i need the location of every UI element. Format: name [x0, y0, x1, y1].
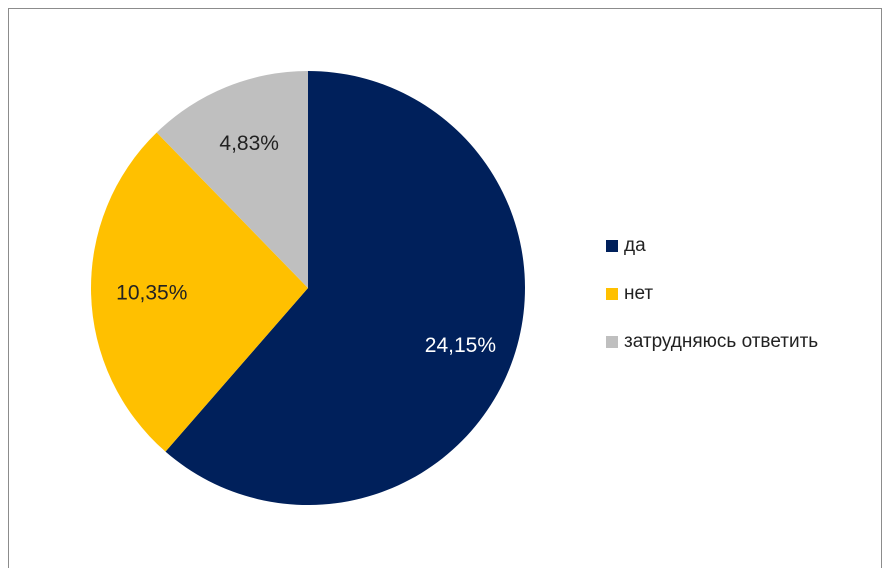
- legend-item-net: нет: [606, 281, 818, 307]
- legend-swatch-zatrudnyayus: [606, 336, 618, 348]
- slice-label-net: 10,35%: [116, 281, 187, 304]
- legend-item-zatrudnyayus: затрудняюсь ответить: [606, 329, 818, 355]
- pie-slice-zatrudnyayus: [156, 71, 308, 288]
- legend-label-net: нет: [624, 283, 654, 304]
- slice-label-da: 24,15%: [425, 334, 496, 357]
- pie-slice-da: [165, 71, 525, 506]
- legend-swatch-da: [606, 240, 618, 252]
- legend-item-da: да: [606, 233, 818, 259]
- slice-label-zatrudnyayus: 4,83%: [219, 132, 279, 155]
- legend-swatch-net: [606, 288, 618, 300]
- pie-slice-net: [91, 132, 309, 452]
- legend: да нет затрудняюсь ответить: [606, 233, 818, 377]
- legend-label-da: да: [624, 235, 646, 256]
- legend-label-zatrudnyayus: затрудняюсь ответить: [624, 331, 819, 352]
